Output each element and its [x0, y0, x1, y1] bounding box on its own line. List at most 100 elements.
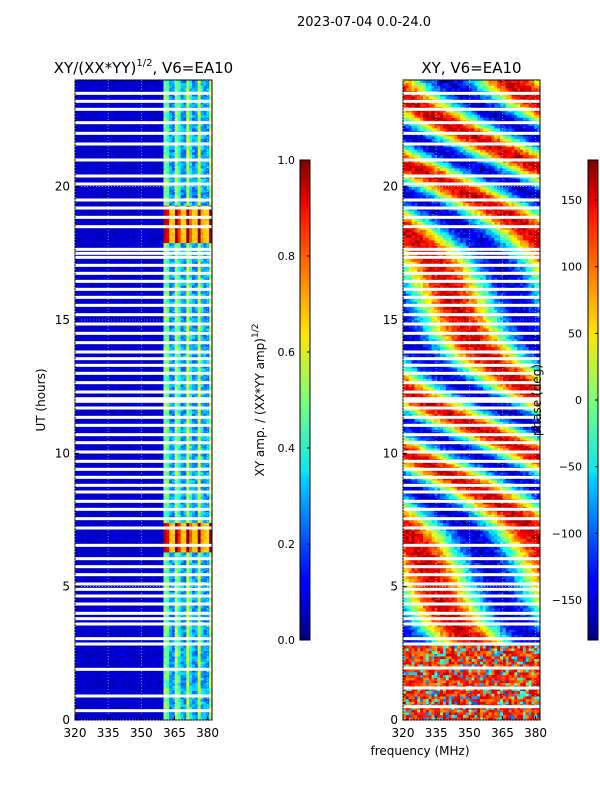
- left-heat-cell: [209, 461, 212, 465]
- left-heat-cell: [129, 448, 133, 452]
- left-heat-cell: [143, 536, 147, 540]
- left-heat-cell: [177, 656, 181, 660]
- left-heat-cell: [180, 488, 184, 492]
- left-heat-cell: [189, 445, 193, 449]
- left-heat-cell: [186, 584, 190, 588]
- left-heat-cell: [123, 445, 127, 449]
- left-heat-cell: [143, 485, 147, 489]
- left-heat-cell: [192, 512, 196, 516]
- left-heat-cell: [112, 685, 116, 689]
- left-heat-cell: [166, 674, 170, 678]
- left-heat-cell: [186, 664, 190, 668]
- left-heat-cell: [143, 560, 147, 564]
- left-heat-cell: [209, 464, 212, 468]
- left-heat-cell: [203, 480, 207, 484]
- left-heat-cell: [163, 530, 167, 534]
- left-heat-cell: [137, 512, 142, 516]
- left-heat-cell: [126, 658, 130, 662]
- left-heat-cell: [80, 514, 84, 518]
- left-heat-cell: [183, 677, 187, 681]
- left-heat-cell: [140, 560, 144, 564]
- left-heat-cell: [166, 608, 170, 612]
- left-heat-cell: [89, 634, 93, 638]
- left-heat-cell: [134, 634, 139, 638]
- left-heat-cell: [163, 512, 167, 516]
- left-heat-cell: [89, 445, 93, 449]
- left-heat-cell: [206, 674, 210, 678]
- left-heat-cell: [160, 453, 164, 457]
- left-heat-cell: [77, 648, 82, 652]
- left-heat-cell: [129, 717, 133, 720]
- left-heat-cell: [160, 653, 164, 657]
- left-heat-cell: [120, 453, 124, 457]
- left-heat-cell: [209, 578, 212, 582]
- left-heat-cell: [143, 706, 147, 710]
- left-heat-cell: [189, 704, 193, 708]
- left-heat-cell: [192, 456, 196, 460]
- left-heat-cell: [192, 640, 196, 644]
- left-heat-cell: [169, 690, 173, 694]
- left-heat-cell: [203, 653, 207, 657]
- left-heat-cell: [89, 496, 93, 500]
- left-heat-cell: [174, 597, 179, 601]
- left-heat-cell: [180, 520, 184, 524]
- left-heat-cell: [186, 656, 190, 660]
- left-heat-cell: [180, 485, 184, 489]
- left-heat-cell: [94, 477, 99, 481]
- left-heat-cell: [134, 514, 139, 518]
- left-heat-cell: [89, 589, 93, 593]
- left-heat-cell: [157, 685, 162, 689]
- left-heat-cell: [92, 488, 96, 492]
- left-heat-cell: [157, 592, 162, 596]
- left-heat-cell: [129, 533, 133, 537]
- left-heat-cell: [134, 661, 139, 665]
- left-heat-cell: [163, 682, 167, 686]
- left-heat-cell: [149, 568, 153, 572]
- left-heat-cell: [77, 480, 82, 484]
- left-heat-cell: [140, 533, 144, 537]
- left-heat-cell: [154, 464, 159, 468]
- left-heat-cell: [146, 600, 150, 604]
- left-heat-cell: [92, 530, 96, 534]
- left-heat-cell: [200, 568, 204, 572]
- left-heat-cell: [92, 472, 96, 476]
- left-heat-cell: [154, 608, 159, 612]
- left-heat-cell: [194, 456, 199, 460]
- left-heat-cell: [109, 672, 113, 676]
- left-heat-cell: [89, 624, 93, 628]
- left-heat-cell: [77, 469, 82, 473]
- left-heat-cell: [103, 520, 107, 524]
- left-heat-cell: [123, 626, 127, 630]
- left-heat-cell: [109, 717, 113, 720]
- left-heat-cell: [126, 696, 130, 700]
- left-heat-cell: [146, 613, 150, 617]
- left-heat-cell: [169, 653, 173, 657]
- left-heat-cell: [126, 672, 130, 676]
- left-heat-cell: [194, 538, 199, 542]
- left-heat-cell: [206, 536, 210, 540]
- left-heat-cell: [77, 536, 82, 540]
- left-heat-cell: [100, 706, 104, 710]
- left-heat-cell: [97, 674, 102, 678]
- left-heat-cell: [200, 442, 204, 446]
- left-heat-cell: [154, 714, 159, 718]
- left-heat-cell: [194, 442, 199, 446]
- left-heat-cell: [194, 688, 199, 692]
- left-heat-cell: [180, 480, 184, 484]
- left-heat-cell: [197, 530, 201, 534]
- left-heat-cell: [189, 605, 193, 609]
- left-heat-cell: [143, 472, 147, 476]
- left-heat-cell: [180, 597, 184, 601]
- left-heat-cell: [163, 504, 167, 508]
- left-heat-cell: [137, 634, 142, 638]
- left-heat-cell: [197, 464, 201, 468]
- left-heat-cell: [114, 549, 119, 553]
- left-heat-cell: [89, 477, 93, 481]
- left-heat-cell: [123, 600, 127, 604]
- left-heat-cell: [126, 501, 130, 505]
- left-heat-cell: [89, 664, 93, 668]
- left-heat-cell: [180, 578, 184, 582]
- left-heat-cell: [80, 634, 84, 638]
- left-heat-cell: [120, 512, 124, 516]
- left-heat-cell: [134, 448, 139, 452]
